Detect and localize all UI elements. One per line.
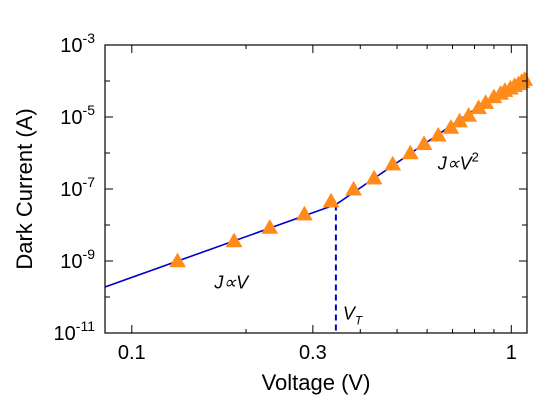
annotation-ohmic: J∝V	[213, 273, 250, 293]
annotations: J∝V J∝V2 VT	[213, 149, 479, 327]
x-tick-label: 1	[506, 342, 517, 364]
y-tick-label: 10-3	[60, 30, 95, 57]
data-point-24	[516, 71, 534, 86]
y-tick-label: 10-5	[60, 102, 95, 129]
data-point-6	[345, 180, 362, 196]
fit-lines	[104, 72, 528, 333]
data-point-4	[295, 205, 313, 221]
y-tick-label: 10-7	[60, 174, 95, 201]
plot-frame	[104, 44, 528, 334]
y-axis-title: Dark Current (A)	[12, 108, 37, 269]
data-point-11	[429, 126, 447, 142]
data-point-2	[225, 232, 243, 248]
annotation-sclc: J∝V2	[437, 149, 479, 173]
data-point-7	[365, 169, 383, 185]
x-tick-label: 0.1	[118, 342, 146, 364]
data-point-9	[401, 144, 419, 160]
data-point-14	[460, 107, 478, 122]
y-tick-label: 10-11	[54, 318, 96, 345]
data-point-3	[261, 219, 279, 234]
data-markers	[169, 71, 534, 268]
data-point-10	[415, 135, 433, 151]
data-point-8	[384, 155, 402, 171]
axis-ticks: 0.1 0.3 1 10-11 10-9 10-7 10-5 10-3	[54, 30, 527, 364]
x-axis-title: Voltage (V)	[262, 370, 371, 395]
y-tick-label: 10-9	[60, 246, 95, 273]
data-point-5	[322, 192, 340, 208]
x-tick-label: 0.3	[299, 342, 327, 364]
data-point-1	[169, 252, 186, 268]
annotation-vt: VT	[343, 303, 364, 327]
